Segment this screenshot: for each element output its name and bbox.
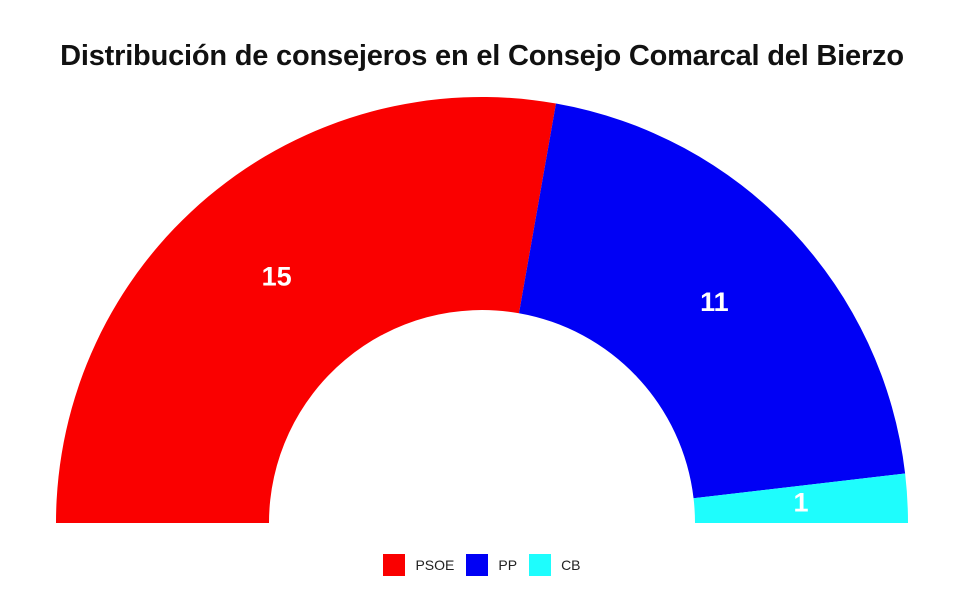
legend-label: PSOE <box>415 557 455 573</box>
legend-swatch <box>383 554 406 576</box>
slice-cb <box>693 473 908 523</box>
legend-item-pp: PP <box>466 554 517 576</box>
legend-item-psoe: PSOE <box>383 554 454 576</box>
chart-title: Distribución de consejeros en el Consejo… <box>60 40 904 72</box>
legend-item-cb: CB <box>529 554 581 576</box>
data-label-psoe: 15 <box>262 261 292 291</box>
data-label-cb: 1 <box>793 488 808 518</box>
legend-swatch <box>529 554 552 576</box>
slice-pp <box>518 103 906 499</box>
legend-label: CB <box>561 557 581 573</box>
legend-swatch <box>466 554 489 576</box>
legend: PSOE PP CB <box>0 554 964 576</box>
slice-psoe <box>56 97 556 523</box>
data-label-pp: 11 <box>700 287 729 317</box>
legend-label: PP <box>498 557 518 573</box>
